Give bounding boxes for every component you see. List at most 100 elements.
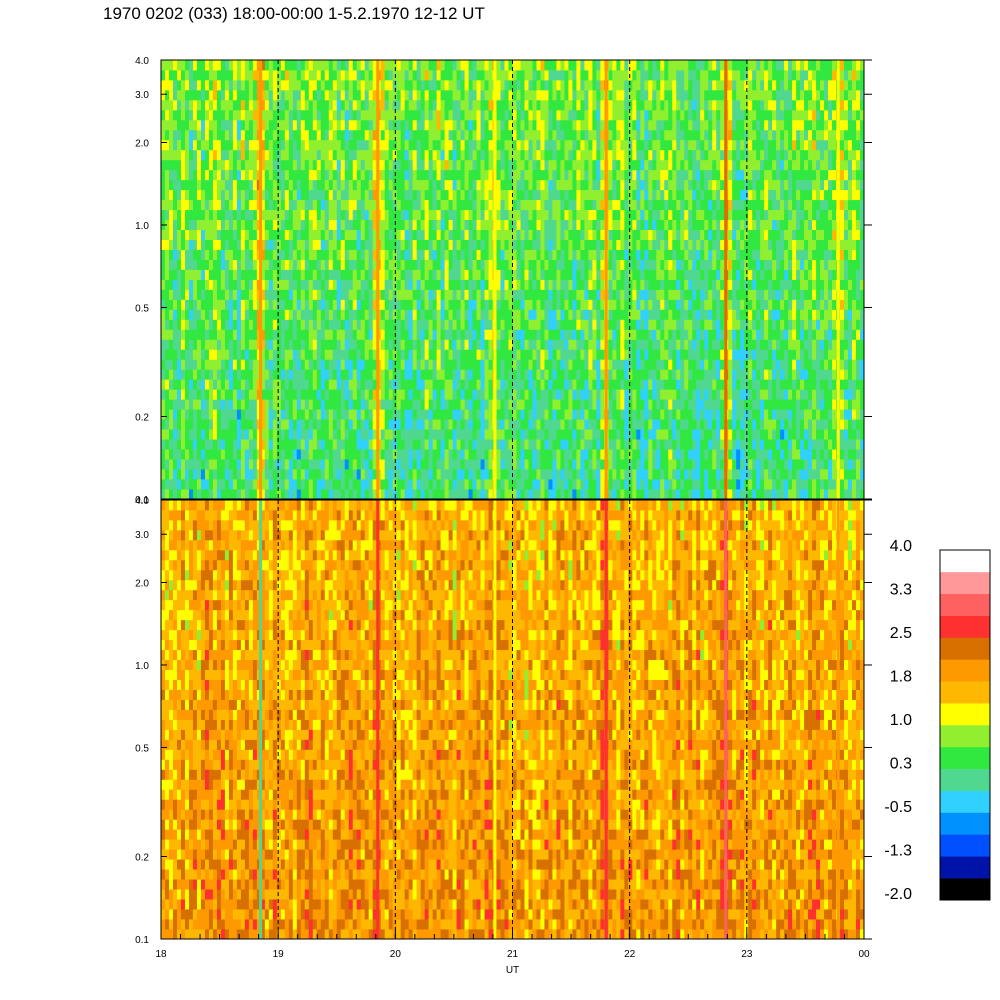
heatmap-cell bbox=[240, 409, 246, 420]
heatmap-cell bbox=[512, 429, 517, 440]
heatmap-cell bbox=[360, 139, 366, 151]
heatmap-cell bbox=[472, 149, 477, 161]
heatmap-cell bbox=[161, 69, 166, 81]
heatmap-cell bbox=[452, 99, 457, 111]
heatmap-cell bbox=[440, 419, 445, 430]
heatmap-cell bbox=[368, 419, 374, 430]
heatmap-cell bbox=[600, 379, 605, 390]
heatmap-cell bbox=[452, 189, 457, 201]
heatmap-cell bbox=[408, 279, 414, 290]
heatmap-cell bbox=[428, 299, 434, 310]
heatmap-cell bbox=[540, 299, 545, 310]
heatmap-cell bbox=[404, 439, 410, 450]
heatmap-cell bbox=[220, 60, 226, 71]
heatmap-cell bbox=[372, 399, 378, 410]
heatmap-cell bbox=[161, 169, 166, 181]
heatmap-cell bbox=[268, 429, 274, 440]
heatmap-cell bbox=[352, 379, 358, 390]
heatmap-cell bbox=[196, 119, 202, 131]
heatmap-cell bbox=[532, 129, 537, 141]
heatmap-cell bbox=[580, 189, 585, 201]
heatmap-cell bbox=[161, 349, 166, 360]
heatmap-cell bbox=[544, 119, 549, 131]
heatmap-cell bbox=[284, 60, 290, 71]
heatmap-cell bbox=[268, 119, 274, 131]
heatmap-cell bbox=[256, 459, 262, 470]
heatmap-cell bbox=[472, 219, 477, 231]
heatmap-cell bbox=[508, 439, 513, 450]
heatmap-cell bbox=[560, 179, 565, 191]
heatmap-cell bbox=[448, 489, 453, 499]
heatmap-cell bbox=[440, 289, 445, 300]
heatmap-cell bbox=[236, 269, 242, 280]
heatmap-cell bbox=[440, 189, 445, 201]
heatmap-cell bbox=[456, 409, 461, 420]
heatmap-cell bbox=[564, 299, 569, 310]
heatmap-cell bbox=[304, 339, 310, 350]
heatmap-cell bbox=[392, 129, 398, 141]
heatmap-cell bbox=[468, 329, 473, 340]
heatmap-cell bbox=[256, 209, 262, 221]
heatmap-cell bbox=[392, 409, 398, 420]
heatmap-cell bbox=[564, 459, 569, 470]
heatmap-cell bbox=[356, 449, 362, 460]
heatmap-cell bbox=[472, 299, 477, 310]
heatmap-cell bbox=[196, 309, 202, 320]
heatmap-cell bbox=[564, 419, 569, 430]
heatmap-cell bbox=[184, 299, 190, 310]
heatmap-cell bbox=[236, 159, 242, 171]
heatmap-cell bbox=[468, 369, 473, 380]
heatmap-cell bbox=[284, 409, 290, 420]
heatmap-cell bbox=[576, 309, 581, 320]
heatmap-cell bbox=[416, 239, 422, 250]
heatmap-cell bbox=[496, 469, 501, 480]
heatmap-cell bbox=[404, 169, 410, 181]
heatmap-cell bbox=[264, 179, 270, 191]
heatmap-cell bbox=[404, 409, 410, 420]
heatmap-cell bbox=[588, 369, 593, 380]
heatmap-cell bbox=[464, 269, 469, 280]
heatmap-cell bbox=[532, 249, 537, 260]
heatmap-cell bbox=[368, 159, 374, 171]
heatmap-cell bbox=[460, 349, 465, 360]
heatmap-cell bbox=[536, 489, 541, 499]
heatmap-cell bbox=[216, 429, 222, 440]
heatmap-cell bbox=[464, 249, 469, 260]
heatmap-cell bbox=[404, 379, 410, 390]
heatmap-cell bbox=[424, 459, 430, 470]
heatmap-cell bbox=[176, 349, 182, 360]
heatmap-cell bbox=[524, 259, 529, 270]
heatmap-cell bbox=[252, 109, 258, 121]
heatmap-cell bbox=[284, 79, 290, 91]
heatmap-cell bbox=[572, 369, 577, 380]
heatmap-cell bbox=[224, 299, 230, 310]
heatmap-cell bbox=[260, 99, 266, 111]
heatmap-cell bbox=[380, 119, 386, 131]
heatmap-cell bbox=[428, 179, 434, 191]
heatmap-cell bbox=[444, 379, 449, 390]
heatmap-cell bbox=[500, 309, 505, 320]
heatmap-cell bbox=[592, 289, 597, 300]
heatmap-cell bbox=[476, 309, 481, 320]
heatmap-cell bbox=[372, 479, 378, 490]
heatmap-cell bbox=[400, 419, 406, 430]
heatmap-cell bbox=[592, 239, 597, 250]
heatmap-cell bbox=[320, 389, 326, 400]
heatmap-cell bbox=[500, 469, 505, 480]
heatmap-cell bbox=[488, 419, 493, 430]
heatmap-cell bbox=[444, 129, 449, 141]
heatmap-cell bbox=[304, 299, 310, 310]
heatmap-cell bbox=[576, 179, 581, 191]
heatmap-cell bbox=[336, 239, 342, 250]
heatmap-cell bbox=[404, 389, 410, 400]
heatmap-cell bbox=[456, 429, 461, 440]
heatmap-cell bbox=[388, 309, 394, 320]
heatmap-cell bbox=[584, 209, 589, 221]
heatmap-cell bbox=[476, 109, 481, 121]
heatmap-cell bbox=[500, 179, 505, 191]
heatmap-cell bbox=[540, 489, 545, 499]
spectrogram-panel-upper: 0.10.20.51.02.03.04.0 bbox=[135, 56, 872, 506]
heatmap-cell bbox=[304, 149, 310, 161]
heatmap-cell bbox=[336, 279, 342, 290]
heatmap-cell bbox=[424, 269, 430, 280]
